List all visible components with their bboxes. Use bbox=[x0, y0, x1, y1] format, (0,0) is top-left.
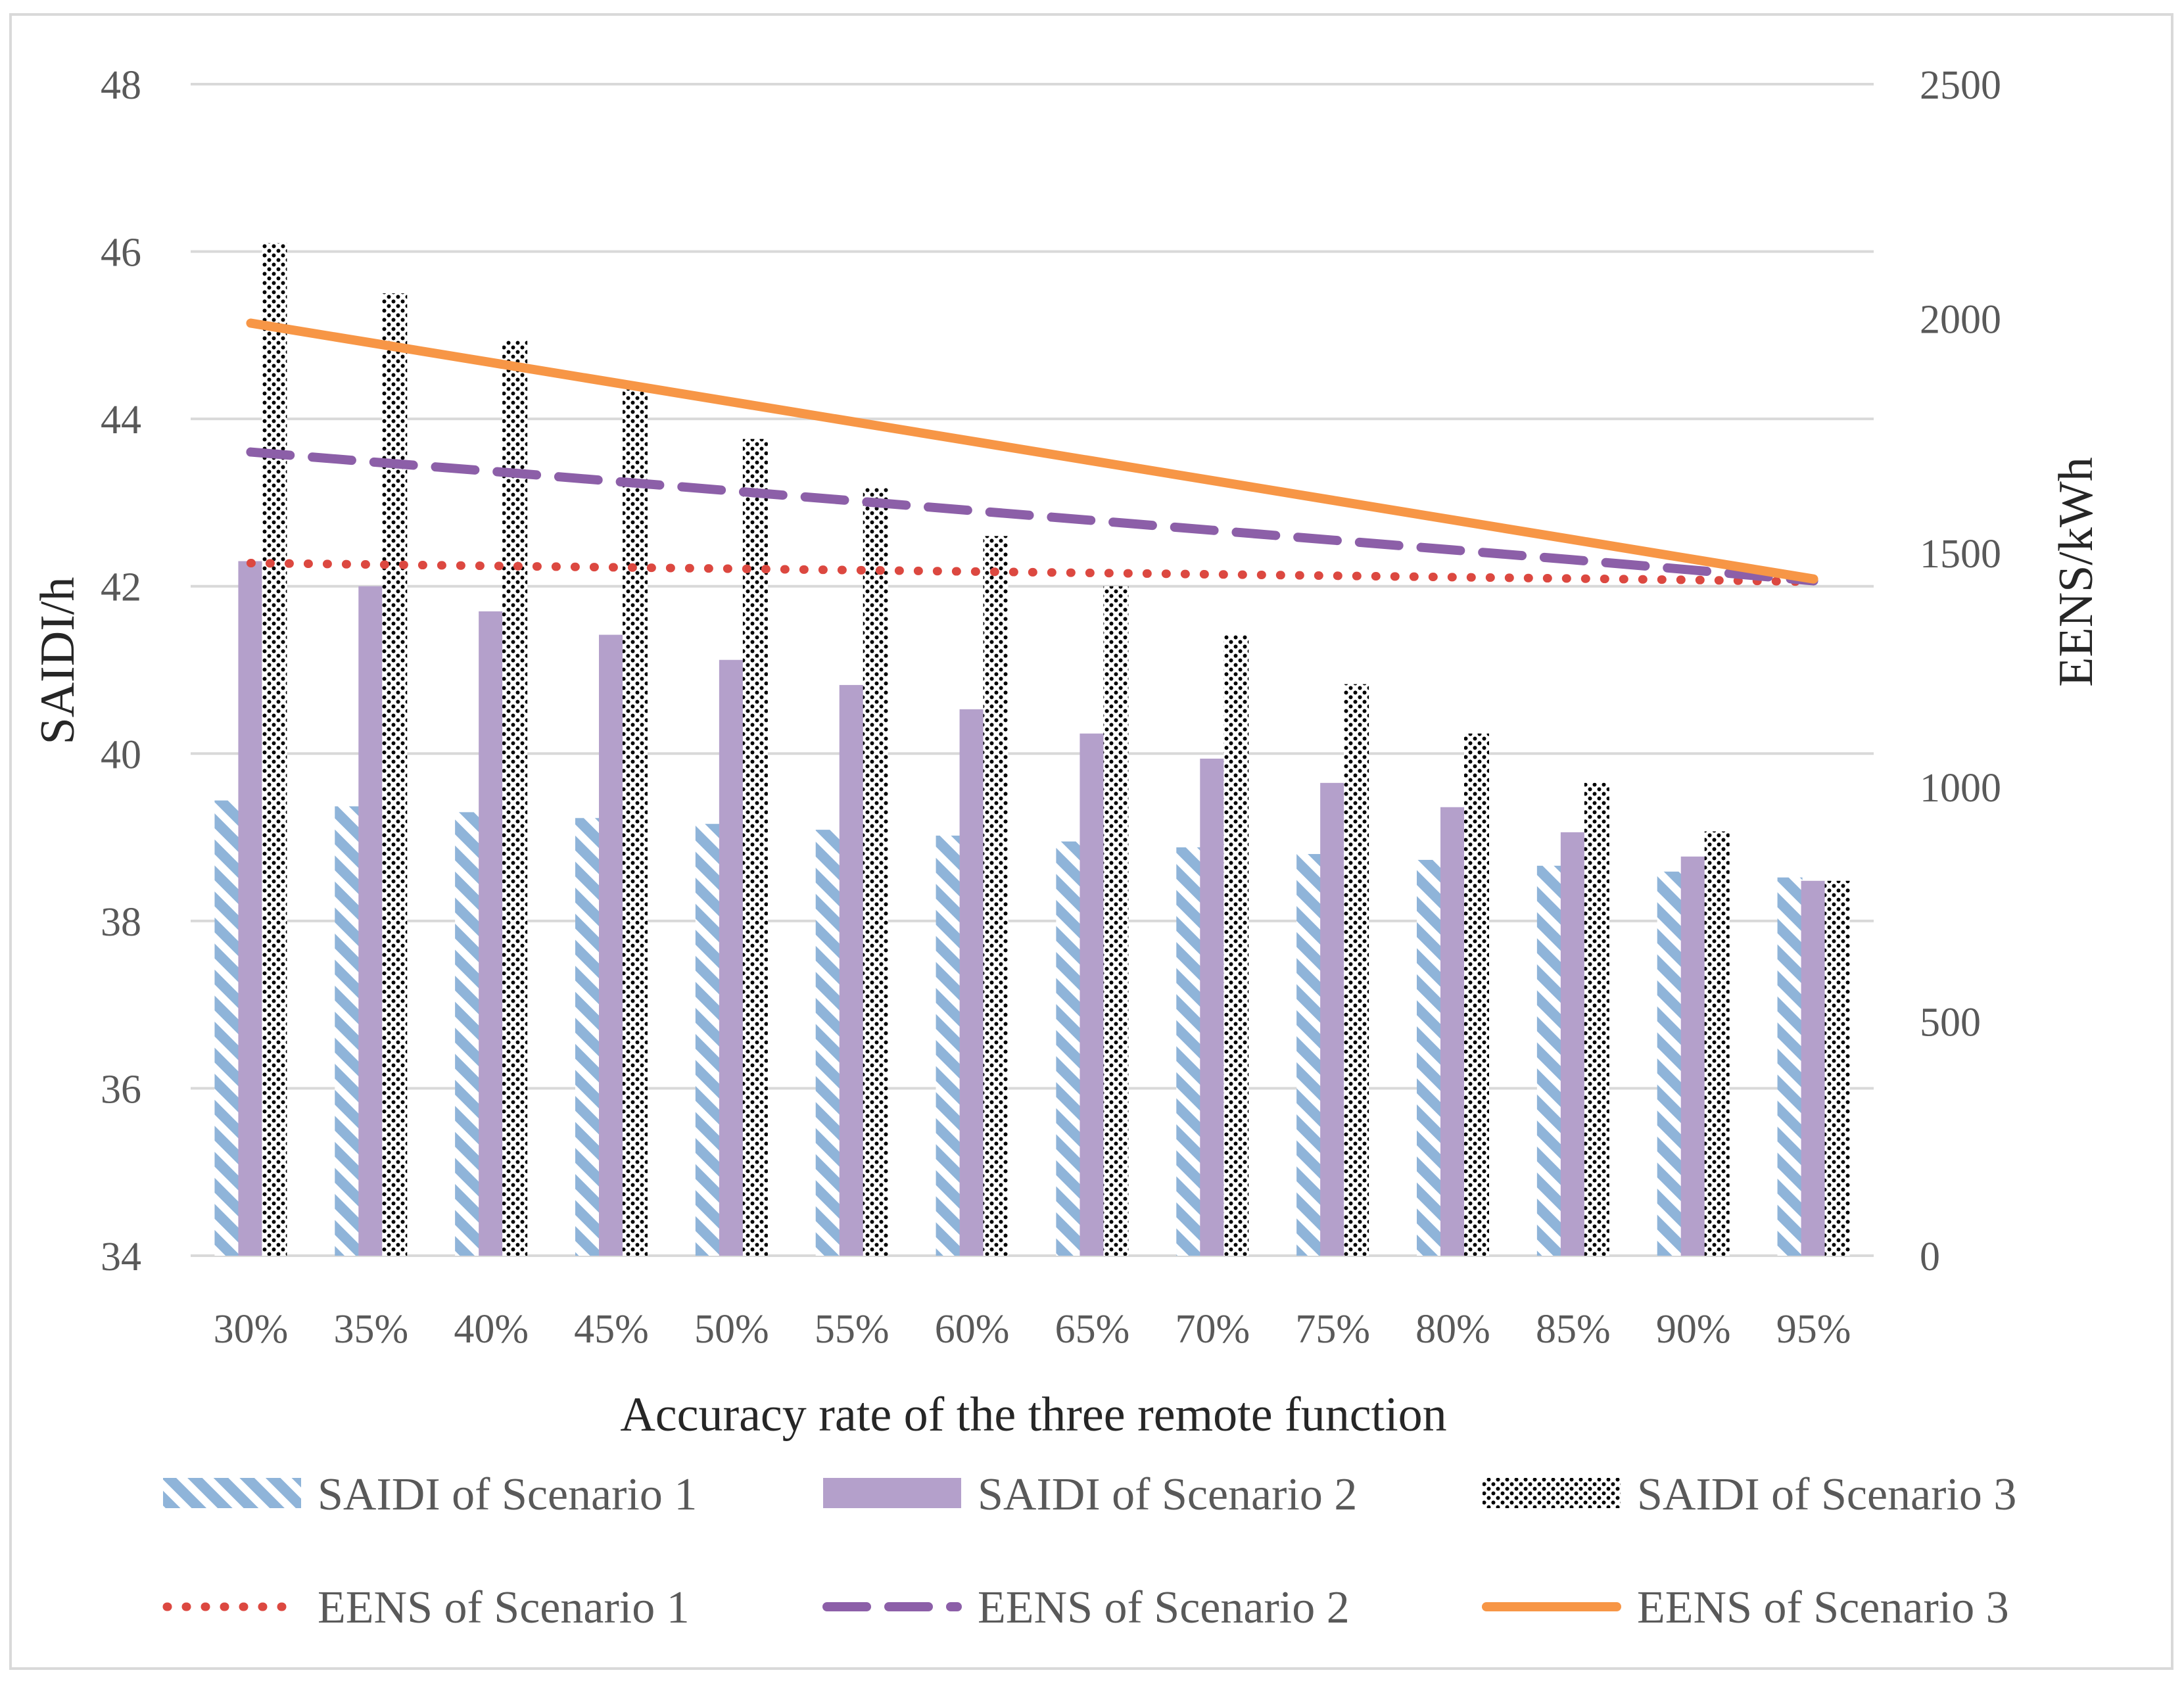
y-tick-left: 34 bbox=[101, 1235, 141, 1279]
bar-saidi-of-scenario-3 bbox=[1344, 684, 1369, 1256]
x-tick: 40% bbox=[454, 1307, 529, 1352]
bar-saidi-of-scenario-2 bbox=[1320, 782, 1346, 1256]
y-tick-right: 2500 bbox=[1920, 63, 2001, 108]
bar-saidi-of-scenario-1 bbox=[335, 806, 360, 1256]
bar-saidi-of-scenario-1 bbox=[214, 800, 240, 1256]
bar-saidi-of-scenario-3 bbox=[1464, 733, 1489, 1256]
bar-saidi-of-scenario-1 bbox=[936, 836, 961, 1256]
y-tick-right: 500 bbox=[1920, 1001, 1981, 1045]
bar-saidi-of-scenario-3 bbox=[262, 243, 287, 1256]
legend-label: EENS of Scenario 2 bbox=[978, 1582, 1350, 1633]
y-tick-right: 0 bbox=[1920, 1235, 1940, 1279]
bar-saidi-of-scenario-1 bbox=[1657, 871, 1682, 1256]
bar-saidi-of-scenario-2 bbox=[1801, 880, 1826, 1256]
x-tick: 85% bbox=[1536, 1307, 1611, 1352]
x-axis-title: Accuracy rate of the three remote functi… bbox=[620, 1388, 1446, 1442]
bar-saidi-of-scenario-1 bbox=[815, 830, 841, 1256]
x-tick: 70% bbox=[1175, 1307, 1250, 1352]
bar-saidi-of-scenario-2 bbox=[959, 709, 985, 1256]
y-tick-left: 46 bbox=[101, 231, 141, 275]
bar-saidi-of-scenario-3 bbox=[983, 536, 1009, 1256]
bar-saidi-of-scenario-3 bbox=[863, 487, 888, 1256]
bar-saidi-of-scenario-1 bbox=[455, 812, 481, 1256]
bar-saidi-of-scenario-3 bbox=[1824, 880, 1850, 1256]
bar-saidi-of-scenario-1 bbox=[695, 824, 721, 1256]
legend-label: EENS of Scenario 1 bbox=[318, 1582, 690, 1633]
y-tick-left: 48 bbox=[101, 63, 141, 108]
bar-saidi-of-scenario-1 bbox=[1296, 854, 1322, 1256]
bar-saidi-of-scenario-3 bbox=[502, 340, 528, 1256]
bar-saidi-of-scenario-2 bbox=[1200, 758, 1225, 1256]
x-tick: 30% bbox=[214, 1307, 289, 1352]
line-eens-of-scenario-1 bbox=[246, 558, 1818, 586]
bar-saidi-of-scenario-2 bbox=[1560, 832, 1586, 1256]
x-tick: 50% bbox=[694, 1307, 769, 1352]
x-tick: 35% bbox=[333, 1307, 408, 1352]
legend: SAIDI of Scenario 1 SAIDI of Scenario 2 SA… bbox=[162, 1469, 2016, 1633]
line-layer bbox=[246, 318, 1818, 586]
x-tick: 95% bbox=[1776, 1307, 1851, 1352]
bar-saidi-of-scenario-2 bbox=[479, 611, 504, 1256]
x-tick: 65% bbox=[1055, 1307, 1130, 1352]
bar-saidi-of-scenario-3 bbox=[742, 439, 768, 1256]
legend-label: SAIDI of Scenario 3 bbox=[1637, 1469, 2016, 1520]
bar-saidi-of-scenario-3 bbox=[1223, 634, 1249, 1256]
line-eens-of-scenario-2 bbox=[246, 447, 1818, 586]
x-tick: 45% bbox=[574, 1307, 649, 1352]
bar-saidi-of-scenario-2 bbox=[719, 659, 744, 1256]
bar-saidi-of-scenario-1 bbox=[1777, 877, 1803, 1256]
bar-layer bbox=[214, 243, 1850, 1256]
bar-saidi-of-scenario-1 bbox=[1176, 847, 1202, 1256]
x-tick: 90% bbox=[1656, 1307, 1731, 1352]
line-eens-of-scenario-3 bbox=[246, 318, 1818, 584]
legend-swatch-saidi-of-scenario-3 bbox=[1483, 1478, 1621, 1508]
y-tick-right: 2000 bbox=[1920, 297, 2001, 342]
legend-label: SAIDI of Scenario 1 bbox=[318, 1469, 697, 1520]
bar-saidi-of-scenario-3 bbox=[1704, 831, 1730, 1256]
y-axis-title-left: SAIDI/h bbox=[31, 577, 85, 745]
bar-saidi-of-scenario-2 bbox=[1080, 733, 1105, 1256]
x-tick: 60% bbox=[935, 1307, 1010, 1352]
y-tick-right: 1500 bbox=[1920, 532, 2001, 577]
legend-swatch-saidi-of-scenario-1 bbox=[163, 1478, 301, 1508]
bar-saidi-of-scenario-2 bbox=[1440, 807, 1465, 1256]
y-tick-left: 38 bbox=[101, 900, 141, 945]
bar-saidi-of-scenario-3 bbox=[623, 389, 648, 1256]
legend-swatch-saidi-of-scenario-2 bbox=[823, 1478, 961, 1508]
y-axis-title-right: EENS/kWh bbox=[2049, 457, 2103, 686]
bar-saidi-of-scenario-2 bbox=[599, 634, 624, 1256]
bar-saidi-of-scenario-2 bbox=[839, 684, 865, 1256]
x-tick: 80% bbox=[1415, 1307, 1490, 1352]
y-tick-right: 1000 bbox=[1920, 766, 2001, 811]
bar-saidi-of-scenario-1 bbox=[1536, 865, 1562, 1256]
bar-saidi-of-scenario-3 bbox=[1584, 782, 1609, 1256]
x-tick: 55% bbox=[815, 1307, 890, 1352]
bar-saidi-of-scenario-3 bbox=[1103, 586, 1129, 1256]
y-tick-left: 42 bbox=[101, 565, 141, 610]
tick-layer: 34 36 38 40 42 44 46 48 0 500 1000 1500 2000 2500 30% 3… bbox=[101, 63, 2001, 1352]
x-tick: 75% bbox=[1295, 1307, 1370, 1352]
bar-saidi-of-scenario-2 bbox=[238, 561, 264, 1256]
bar-saidi-of-scenario-2 bbox=[1680, 856, 1706, 1256]
bar-saidi-of-scenario-1 bbox=[1417, 859, 1442, 1256]
bar-saidi-of-scenario-1 bbox=[1056, 841, 1081, 1256]
y-tick-left: 36 bbox=[101, 1067, 141, 1112]
y-tick-left: 44 bbox=[101, 398, 141, 442]
bar-saidi-of-scenario-1 bbox=[575, 818, 600, 1256]
legend-label: EENS of Scenario 3 bbox=[1637, 1582, 2009, 1633]
legend-label: SAIDI of Scenario 2 bbox=[978, 1469, 1357, 1520]
y-tick-left: 40 bbox=[101, 732, 141, 777]
bar-saidi-of-scenario-2 bbox=[358, 586, 384, 1256]
bar-saidi-of-scenario-3 bbox=[382, 293, 408, 1256]
